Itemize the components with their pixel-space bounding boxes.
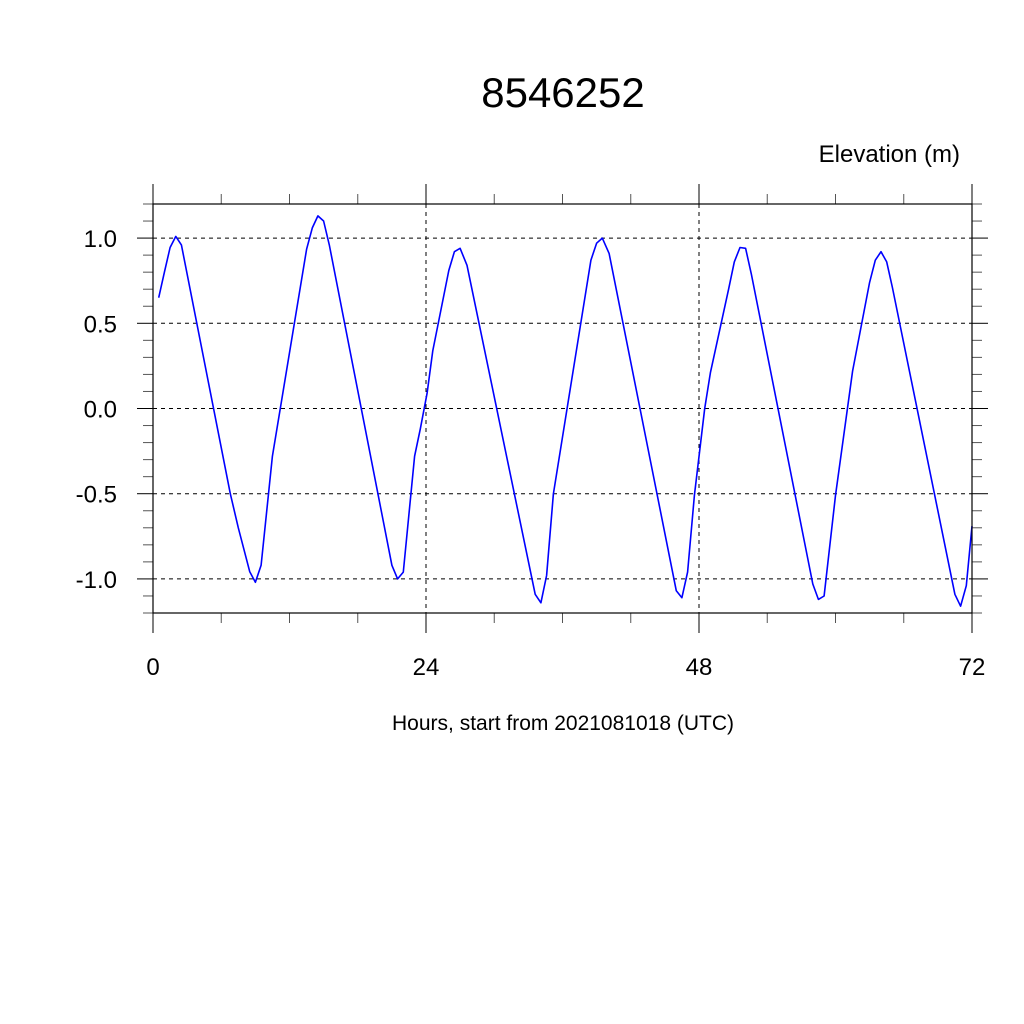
elevation-line [157,215,973,608]
y-tick-label: -1.0 [76,567,117,594]
y-tick-label: 0.5 [84,311,117,338]
x-tick-label: 72 [959,654,986,681]
plot-frame [152,203,973,614]
x-axis-label: Hours, start from 2021081018 (UTC) [392,712,734,735]
chart-title: 8546252 [481,69,645,116]
x-tick-label: 24 [413,654,440,681]
x-tick-label: 48 [686,654,713,681]
x-tick-label: 0 [146,654,159,681]
y-tick-label: -0.5 [76,482,117,509]
y-tick-label: 0.0 [84,397,117,424]
y-tick-label: 1.0 [84,226,117,253]
units-label: Elevation (m) [819,141,960,168]
